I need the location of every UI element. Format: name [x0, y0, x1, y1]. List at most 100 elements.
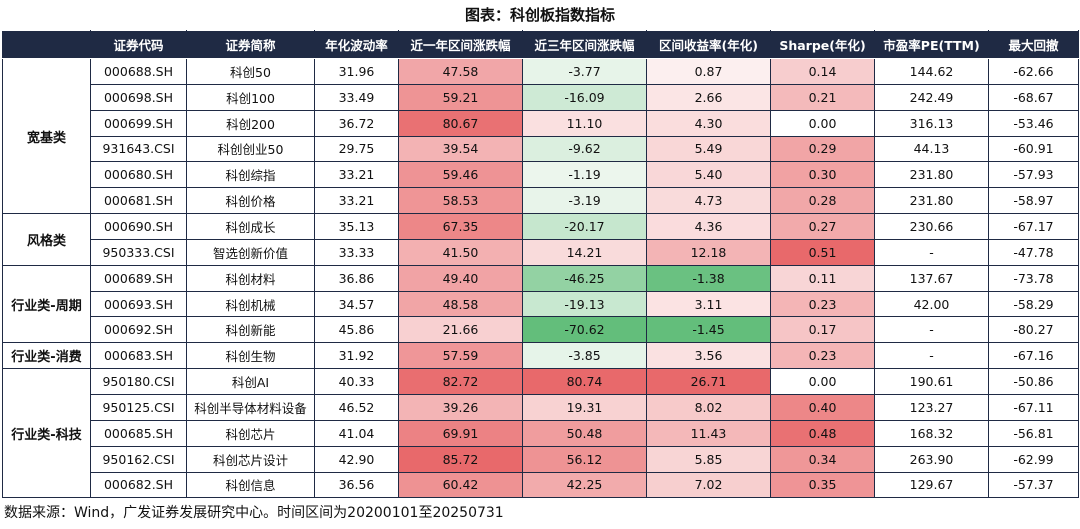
column-header: 证券简称 — [186, 30, 315, 59]
table-cell: -57.93 — [988, 161, 1079, 189]
table-cell: 69.91 — [398, 419, 523, 447]
table-cell: 3.11 — [646, 290, 771, 318]
table-cell: 33.21 — [314, 161, 399, 189]
table-cell: -70.62 — [522, 316, 647, 344]
table-cell: -56.81 — [988, 419, 1079, 447]
table-cell: 85.72 — [398, 445, 523, 473]
table-cell: 950162.CSI — [90, 445, 187, 473]
column-header: 区间收益率(年化) — [646, 30, 771, 59]
table-cell: -50.86 — [988, 368, 1079, 395]
table-cell: 231.80 — [874, 187, 989, 215]
table-cell: 科创芯片 — [186, 419, 315, 447]
table-cell: -62.99 — [988, 445, 1079, 473]
table-cell: 科创50 — [186, 58, 315, 85]
table-cell: 144.62 — [874, 58, 989, 85]
table-row: 000699.SH 科创200 36.72 80.67 11.10 4.30 0.00 316… — [3, 109, 1079, 137]
category-label: 宽基类 — [2, 57, 91, 215]
table-cell: 14.21 — [522, 238, 647, 266]
table-cell: -67.11 — [988, 393, 1079, 421]
table-row: 000685.SH 科创芯片 41.04 69.91 50.48 11.43 0.48 168… — [3, 419, 1079, 447]
table-row: 950125.CSI 科创半导体材料设备 46.52 39.26 19.31 8.02 0.… — [3, 393, 1079, 421]
table-cell: 2.66 — [646, 83, 771, 111]
table-cell: 000680.SH — [90, 161, 187, 189]
table-cell: 000698.SH — [90, 83, 187, 111]
table-cell: 190.61 — [874, 368, 989, 395]
table-cell: 0.30 — [770, 161, 875, 189]
table-cell: 4.36 — [646, 213, 771, 240]
table-cell: 8.02 — [646, 393, 771, 421]
table-cell: 316.13 — [874, 109, 989, 137]
table-cell: - — [874, 342, 989, 370]
table-cell: 49.40 — [398, 264, 523, 292]
table-row: 000693.SH 科创机械 34.57 48.58 -19.13 3.11 0.23 42.… — [3, 290, 1079, 318]
column-header: 年化波动率 — [314, 30, 399, 59]
table-cell: 科创材料 — [186, 264, 315, 292]
table-cell: -68.67 — [988, 83, 1079, 111]
table-cell: -19.13 — [522, 290, 647, 318]
table-row: 行业类-科技 950180.CSI 科创AI 40.33 82.72 80.74 26.71… — [2, 368, 1079, 499]
table-row: 风格类 000690.SH 科创成长 35.13 67.35 -20.17 4.36 0.27… — [2, 213, 1079, 266]
table-cell: 40.33 — [314, 368, 399, 395]
table-row: 000692.SH 科创新能 45.86 21.66 -70.62 -1.45 0.17- -… — [3, 316, 1079, 344]
table-cell: 000685.SH — [90, 419, 187, 447]
table-cell: 80.74 — [522, 368, 647, 395]
table-cell: 42.00 — [874, 290, 989, 318]
table-cell: 58.53 — [398, 187, 523, 215]
table-cell: 5.85 — [646, 445, 771, 473]
table-cell: 36.56 — [314, 471, 399, 499]
table-cell: 36.86 — [314, 264, 399, 292]
table-cell: 0.00 — [770, 109, 875, 137]
table-cell: 41.04 — [314, 419, 399, 447]
table-cell: 0.48 — [770, 419, 875, 447]
table-cell: 7.02 — [646, 471, 771, 499]
table-cell: 0.11 — [770, 264, 875, 292]
table-cell: 46.52 — [314, 393, 399, 421]
table-cell: -20.17 — [522, 213, 647, 240]
table-row: 931643.CSI 科创创业50 29.75 39.54 -9.62 5.49 0.29 4… — [3, 135, 1079, 163]
table-cell: 000699.SH — [90, 109, 187, 137]
category-label: 行业类-科技 — [2, 368, 91, 499]
table-cell: 39.54 — [398, 135, 523, 163]
table-cell: 57.59 — [398, 342, 523, 370]
table-cell: 科创芯片设计 — [186, 445, 315, 473]
table-cell: -53.46 — [988, 109, 1079, 137]
table-cell: - — [874, 238, 989, 266]
table-cell: 000689.SH — [90, 264, 187, 292]
table-cell: 0.51 — [770, 238, 875, 266]
column-header: 证券代码 — [90, 30, 187, 59]
column-header: Sharpe(年化) — [770, 30, 875, 59]
table-cell: -3.85 — [522, 342, 647, 370]
table-cell: -67.17 — [988, 213, 1079, 240]
table-cell: 42.90 — [314, 445, 399, 473]
table-cell: 129.67 — [874, 471, 989, 499]
table-row: 000681.SH 科创价格 33.21 58.53 -3.19 4.73 0.28 231.… — [3, 187, 1079, 215]
table-cell: 33.33 — [314, 238, 399, 266]
table-cell: 0.35 — [770, 471, 875, 499]
table-row: 000682.SH 科创信息 36.56 60.42 42.25 7.02 0.35 129.… — [3, 471, 1079, 499]
table-cell: 59.21 — [398, 83, 523, 111]
table-cell: 0.23 — [770, 342, 875, 370]
table-cell: 科创成长 — [186, 213, 315, 240]
column-header: 最大回撤 — [988, 30, 1079, 59]
table-cell: -57.37 — [988, 471, 1079, 499]
category-label: 风格类 — [2, 213, 91, 266]
table-cell: - — [874, 316, 989, 344]
table-cell: -58.97 — [988, 187, 1079, 215]
table-cell: 5.40 — [646, 161, 771, 189]
table-cell: 80.67 — [398, 109, 523, 137]
table-cell: 931643.CSI — [90, 135, 187, 163]
table-cell: 26.71 — [646, 368, 771, 395]
table-cell: 59.46 — [398, 161, 523, 189]
table-cell: 31.92 — [314, 342, 399, 370]
table-cell: 0.34 — [770, 445, 875, 473]
table-cell: 950125.CSI — [90, 393, 187, 421]
table-cell: 000683.SH — [90, 342, 187, 370]
table-cell: 42.25 — [522, 471, 647, 499]
table-row: 000680.SH 科创综指 33.21 59.46 -1.19 5.40 0.30 231.… — [3, 161, 1079, 189]
table-cell: 智选创新价值 — [186, 238, 315, 266]
column-header: 市盈率PE(TTM) — [874, 30, 989, 59]
table-cell: -67.16 — [988, 342, 1079, 370]
table-cell: 11.10 — [522, 109, 647, 137]
table-row: 950333.CSI 智选创新价值 33.33 41.50 14.21 12.18 0.51… — [3, 238, 1079, 266]
table-cell: -3.19 — [522, 187, 647, 215]
